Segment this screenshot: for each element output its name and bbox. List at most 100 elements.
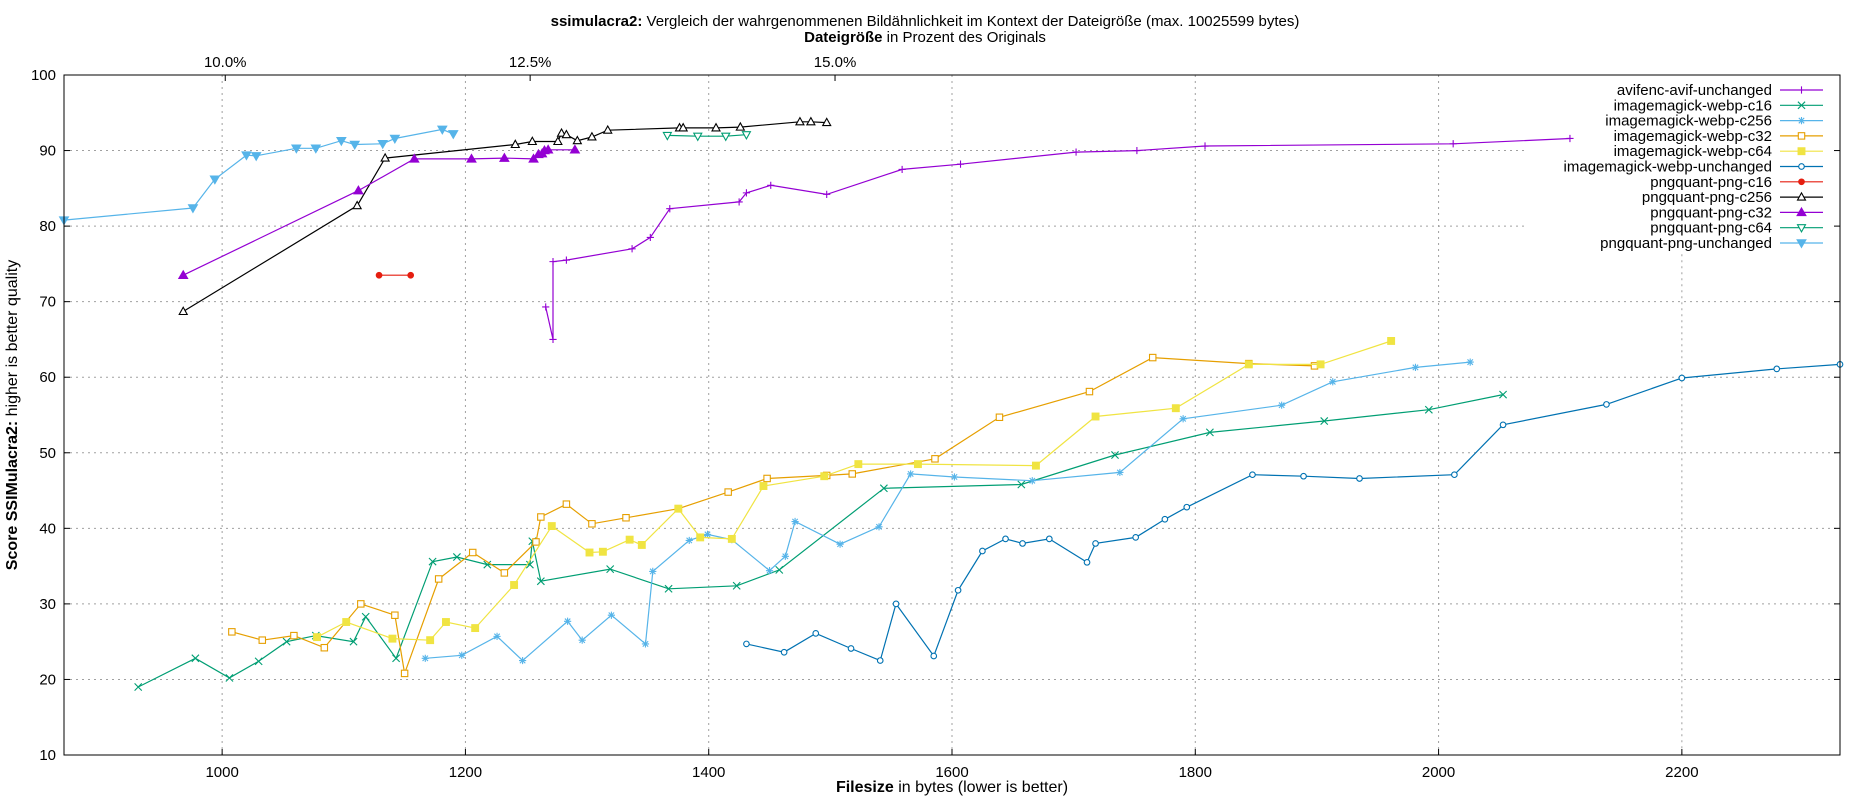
legend-label: pngquant-png-c64 (1650, 220, 1772, 237)
x-tick-label: 1200 (449, 764, 482, 781)
data-point (875, 523, 883, 531)
data-point (823, 190, 831, 198)
legend-entry: pngquant-png-c256 (1642, 189, 1823, 206)
data-point (562, 500, 571, 508)
data-point (1387, 337, 1396, 345)
x2-tick-label: 15.0% (814, 54, 857, 71)
series-line (316, 340, 1392, 641)
data-point (313, 633, 321, 642)
data-point (542, 144, 554, 154)
data-point (254, 657, 263, 666)
data-point (209, 175, 221, 185)
data-point (907, 470, 915, 478)
data-point (518, 656, 527, 665)
data-point (1566, 134, 1574, 143)
data-point (537, 513, 545, 521)
data-point (391, 611, 399, 619)
series-pngquant-png-c64 (662, 131, 752, 142)
data-point (1424, 405, 1433, 414)
data-point (1092, 540, 1099, 547)
data-point (930, 652, 938, 660)
data-point (735, 121, 746, 131)
legend-label: avifenc-avif-unchanged (1617, 82, 1772, 99)
data-point (1773, 365, 1781, 373)
data-point (646, 233, 654, 242)
data-point (1797, 132, 1806, 140)
data-point (1183, 503, 1191, 511)
data-point (1797, 101, 1806, 110)
data-point (767, 181, 775, 189)
data-point (527, 136, 538, 146)
x2-tick-label: 12.5% (509, 54, 552, 71)
data-point (950, 473, 959, 481)
data-point (1329, 378, 1337, 386)
data-point (622, 514, 630, 522)
x-tick-label: 1600 (935, 764, 968, 781)
data-point (510, 139, 521, 149)
data-point (493, 632, 501, 640)
legend-entry: avifenc-avif-unchanged (1617, 82, 1823, 99)
data-point (1072, 148, 1080, 156)
data-point (434, 575, 443, 583)
data-point (848, 470, 857, 478)
data-point (628, 245, 636, 253)
x-tick-label: 1800 (1179, 764, 1212, 781)
y-tick-label: 20 (39, 671, 56, 688)
data-point (931, 455, 939, 463)
data-point (1797, 147, 1806, 156)
data-point (357, 600, 365, 608)
data-point (178, 306, 189, 316)
data-point (892, 600, 900, 608)
data-point (466, 153, 477, 163)
data-point (352, 200, 363, 210)
chart-title: ssimulacra2: Vergleich der wahrgenommene… (551, 13, 1300, 30)
data-point (458, 651, 466, 659)
data-point (187, 204, 199, 214)
data-point (528, 153, 539, 163)
data-point (795, 116, 805, 126)
data-point (602, 124, 613, 134)
data-point (1002, 535, 1009, 543)
data-point (805, 116, 816, 126)
data-point (913, 460, 922, 469)
legend-label: pngquant-png-unchanged (1600, 235, 1772, 252)
data-point (510, 581, 519, 589)
x-tick-label: 1000 (205, 764, 238, 781)
data-point (1148, 353, 1157, 362)
data-point (588, 520, 596, 528)
y-tick-label: 60 (39, 369, 56, 386)
data-point (569, 144, 581, 154)
data-point (377, 140, 389, 150)
data-point (1320, 417, 1329, 426)
legend-entry: imagemagick-webp-c32 (1614, 128, 1823, 145)
data-point (759, 482, 768, 490)
data-point (549, 335, 557, 344)
data-point (536, 577, 545, 586)
data-point (703, 530, 712, 538)
data-point (763, 474, 771, 483)
data-point (606, 565, 615, 574)
data-point (1796, 224, 1807, 234)
data-point (498, 152, 510, 162)
data-point (1045, 535, 1053, 543)
data-point (1797, 117, 1806, 125)
data-point (1116, 468, 1124, 477)
series-imagemagick-webp-unchanged (743, 361, 1844, 664)
data-point (1019, 540, 1026, 547)
data-point (282, 637, 291, 646)
data-point (775, 565, 784, 574)
data-point (743, 640, 750, 648)
data-point (250, 152, 262, 162)
data-point (820, 472, 829, 481)
data-point (421, 654, 429, 662)
data-point (847, 645, 855, 652)
data-point (392, 654, 401, 663)
legend-entry: pngquant-png-c64 (1650, 220, 1823, 237)
data-point (547, 522, 556, 531)
data-point (426, 636, 435, 645)
data-point (1356, 475, 1363, 482)
series-line (746, 363, 1841, 662)
data-point (310, 144, 322, 154)
data-point (666, 205, 674, 213)
